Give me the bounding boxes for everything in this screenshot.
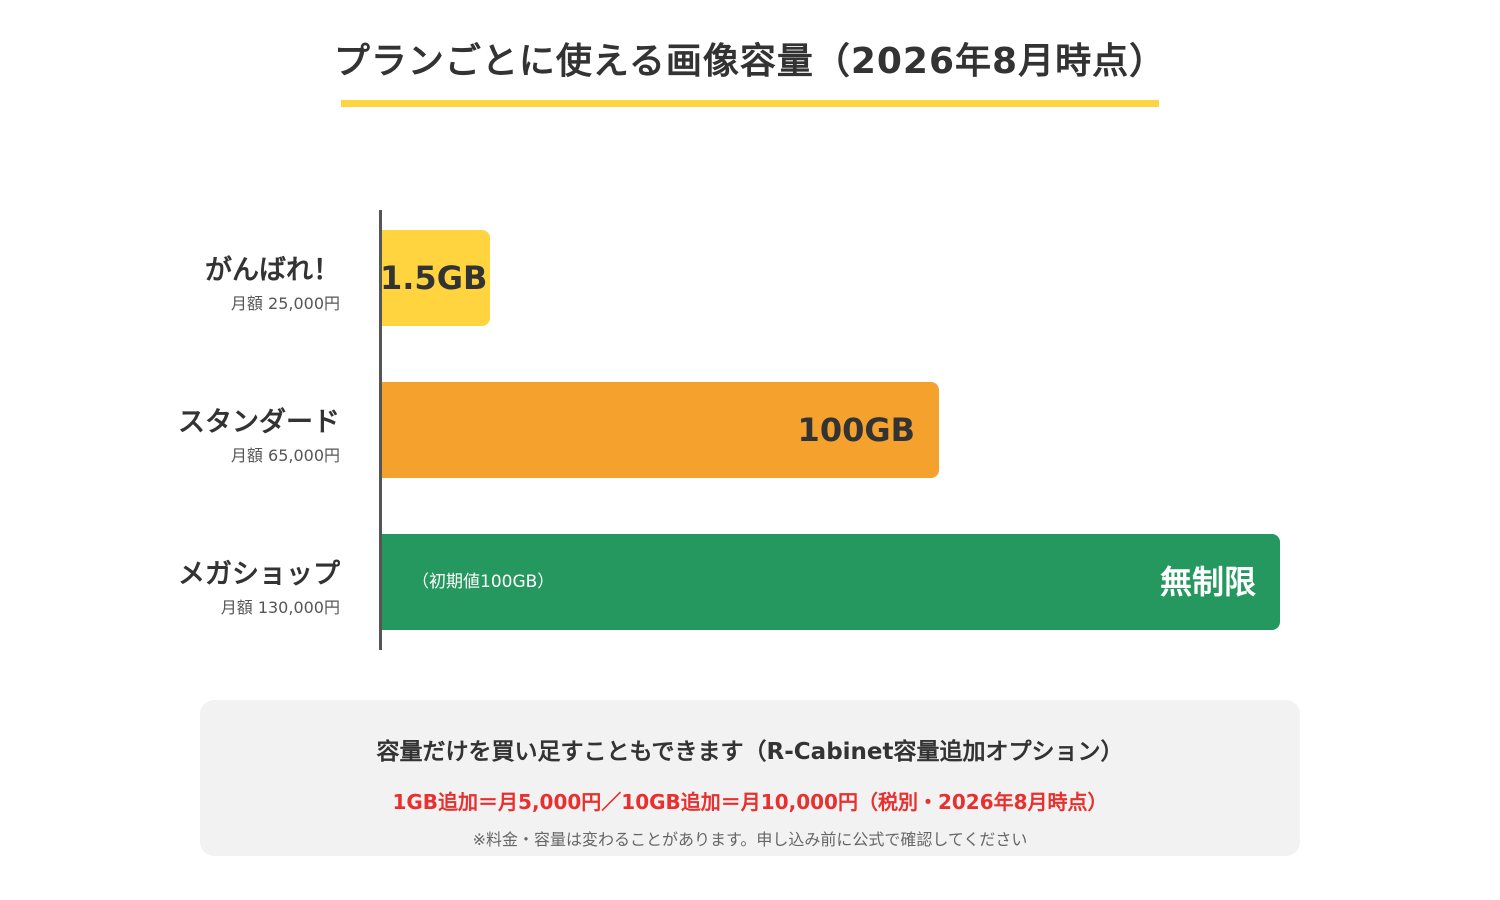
info-box: 容量だけを買い足すこともできます（R-Cabinet容量追加オプション） 1GB…: [200, 700, 1300, 856]
chart-title: プランごとに使える画像容量（2026年8月時点）: [333, 41, 1167, 82]
plan-price-label: 月額 65,000円: [230, 446, 340, 465]
bar-value-label: 100GB: [797, 411, 915, 449]
bar: 無制限 （初期値100GB）: [382, 534, 1280, 630]
bar: 100GB: [382, 382, 939, 478]
bar-value-label: 無制限: [1159, 563, 1256, 601]
plan-price-label: 月額 130,000円: [220, 598, 340, 617]
bar-note-label: （初期値100GB）: [412, 572, 555, 592]
info-price: 1GB追加＝月5,000円／10GB追加＝月10,000円（税別・2026年8月…: [392, 790, 1108, 814]
bar-row: スタンダード月額 65,000円 100GB: [0, 382, 1500, 478]
bar: 1.5GB: [380, 230, 490, 326]
plan-price-label: 月額 25,000円: [230, 294, 340, 313]
bar-row: がんばれ！ 月額 25,000円 1.5GB: [0, 230, 1500, 326]
title-underline: [341, 100, 1159, 107]
bar-row: メガショップ月額 130,000円 無制限 （初期値100GB）: [0, 534, 1500, 630]
info-heading: 容量だけを買い足すこともできます（R-Cabinet容量追加オプション）: [376, 739, 1124, 765]
chart-axis-line: [379, 210, 382, 650]
plan-name-label: メガショップ: [178, 559, 340, 590]
bar-value-label: 1.5GB: [380, 259, 488, 297]
plan-name-label: スタンダード: [178, 407, 340, 438]
plan-name-label: がんばれ！: [205, 255, 340, 286]
info-note: ※料金・容量は変わることがあります。申し込み前に公式で確認してください: [472, 830, 1028, 849]
